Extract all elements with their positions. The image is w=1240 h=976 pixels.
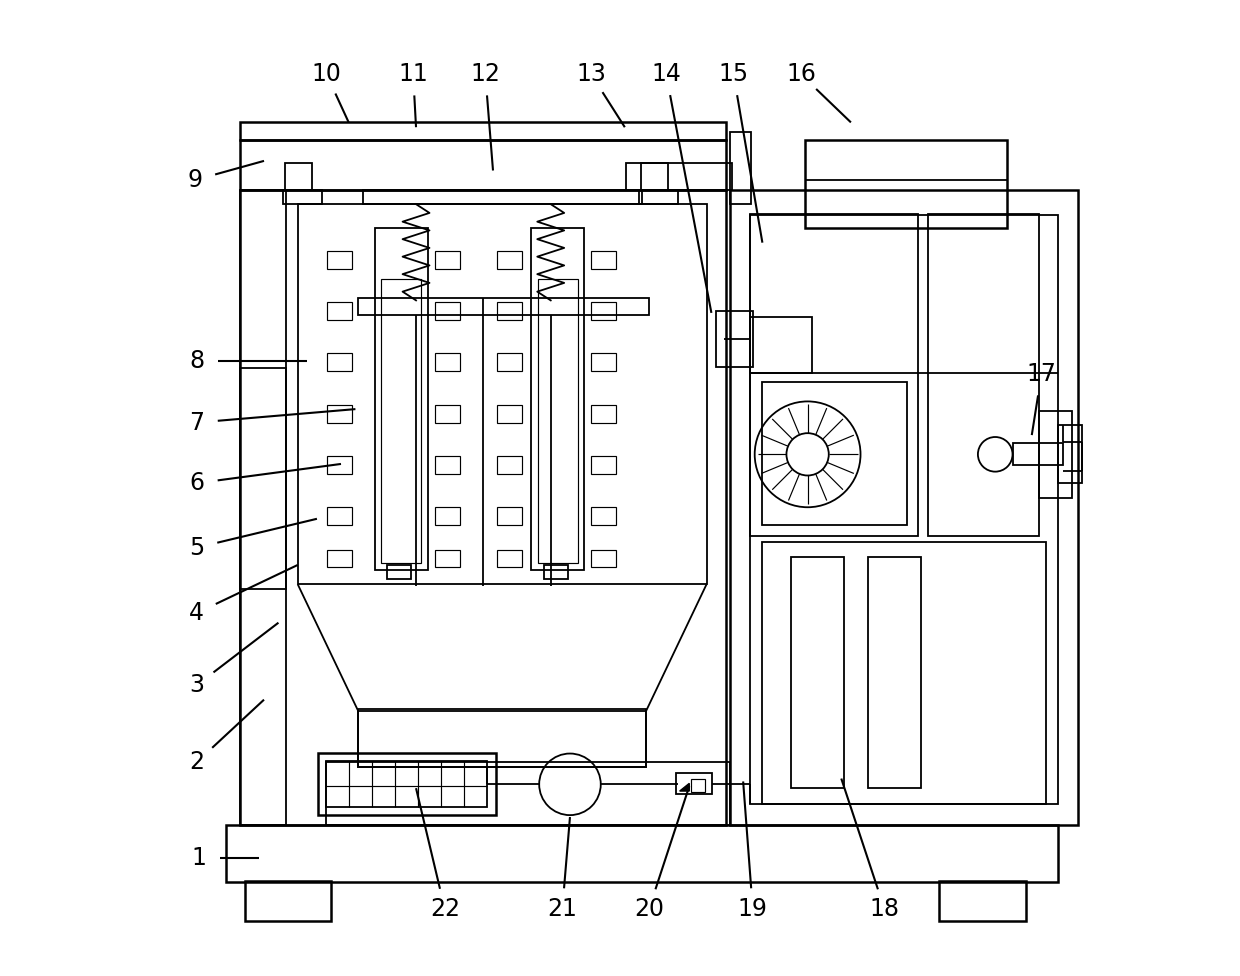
Text: 8: 8	[190, 349, 205, 373]
Text: 11: 11	[398, 62, 428, 86]
Text: 16: 16	[786, 62, 816, 86]
Text: 6: 6	[190, 471, 205, 495]
Bar	[544, 565, 568, 580]
Bar	[285, 163, 312, 189]
Text: 3: 3	[190, 673, 205, 697]
Bar	[298, 204, 707, 585]
Bar	[928, 214, 1039, 536]
Text: 22: 22	[430, 897, 460, 921]
Bar	[374, 228, 428, 570]
Bar	[591, 252, 616, 268]
Bar	[497, 353, 522, 371]
Bar	[940, 880, 1025, 921]
Bar	[497, 508, 522, 524]
Text: 1: 1	[191, 846, 206, 871]
Bar	[241, 140, 725, 189]
Bar	[591, 303, 616, 319]
Bar	[691, 779, 704, 793]
Bar	[532, 228, 584, 570]
Text: 5: 5	[188, 536, 205, 559]
Bar	[326, 549, 352, 567]
Text: 19: 19	[738, 897, 768, 921]
Bar	[717, 311, 753, 367]
Bar	[791, 557, 844, 789]
Bar	[591, 456, 616, 473]
Bar	[591, 405, 616, 423]
Bar	[750, 317, 812, 373]
Bar	[591, 549, 616, 567]
Bar	[326, 303, 352, 319]
Text: 7: 7	[190, 411, 205, 434]
Bar	[435, 405, 460, 423]
Bar	[382, 279, 420, 563]
Bar	[763, 542, 1047, 803]
Text: 13: 13	[577, 62, 606, 86]
Bar	[1058, 426, 1081, 483]
Text: 18: 18	[869, 897, 899, 921]
Bar	[763, 383, 906, 524]
Text: 15: 15	[718, 62, 749, 86]
Text: 10: 10	[311, 62, 341, 86]
Bar	[326, 252, 352, 268]
Bar	[326, 456, 352, 473]
Bar	[283, 189, 321, 204]
Text: 14: 14	[651, 62, 681, 86]
Bar	[387, 565, 412, 580]
Text: 17: 17	[1027, 362, 1056, 386]
Bar	[1039, 411, 1073, 498]
Bar	[435, 508, 460, 524]
Bar	[640, 189, 678, 204]
Text: 20: 20	[634, 897, 663, 921]
Bar	[241, 189, 286, 825]
Bar	[358, 712, 646, 767]
Bar	[435, 549, 460, 567]
Bar	[591, 508, 616, 524]
Bar	[363, 189, 642, 204]
Bar	[641, 163, 668, 189]
Bar	[1013, 443, 1063, 465]
Bar	[750, 214, 919, 536]
Bar	[326, 353, 352, 371]
Bar	[868, 557, 921, 789]
Polygon shape	[680, 784, 689, 792]
Bar	[326, 761, 487, 807]
Bar	[497, 252, 522, 268]
Bar	[497, 303, 522, 319]
Bar	[626, 163, 732, 189]
Bar	[326, 508, 352, 524]
Bar	[805, 140, 1007, 228]
Bar	[750, 215, 1058, 803]
Bar	[358, 710, 646, 767]
Bar	[226, 825, 1058, 882]
Bar	[241, 122, 725, 140]
Bar	[497, 456, 522, 473]
Bar	[241, 189, 725, 825]
Text: 12: 12	[470, 62, 500, 86]
Bar	[435, 303, 460, 319]
Bar	[729, 189, 1078, 825]
Bar	[241, 368, 286, 590]
Bar	[244, 880, 331, 921]
Bar	[676, 773, 712, 793]
Text: 4: 4	[190, 601, 205, 625]
Bar	[591, 353, 616, 371]
Bar	[317, 752, 496, 815]
Bar	[435, 456, 460, 473]
Text: 21: 21	[547, 897, 577, 921]
Text: 9: 9	[187, 168, 202, 192]
Bar	[358, 298, 649, 315]
Bar	[729, 132, 751, 204]
Text: 2: 2	[190, 751, 205, 774]
Bar	[497, 549, 522, 567]
Bar	[497, 405, 522, 423]
Bar	[538, 279, 578, 563]
Bar	[326, 762, 729, 825]
Bar	[326, 405, 352, 423]
Bar	[435, 252, 460, 268]
Bar	[435, 353, 460, 371]
